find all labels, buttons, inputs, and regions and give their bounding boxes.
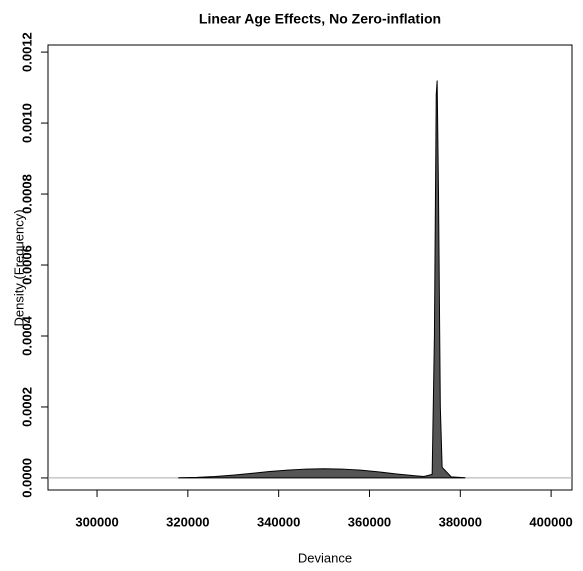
y-tick-label: 0.0000: [19, 458, 34, 498]
x-axis-label: Deviance: [298, 550, 352, 565]
y-axis-label: Density (Frequency): [11, 209, 26, 326]
density-area: [178, 80, 466, 479]
plot-frame: [47, 44, 573, 491]
y-tick-label: 0.0012: [19, 32, 34, 72]
y-tick-label: 0.0008: [19, 174, 34, 214]
y-tick-label: 0.0002: [19, 387, 34, 427]
y-tick-label: 0.0010: [19, 103, 34, 143]
y-tick-label: 0.0004: [19, 315, 34, 356]
x-tick-label: 340000: [257, 514, 300, 529]
y-tick-label: 0.0006: [19, 245, 34, 285]
x-tick-label: 380000: [439, 514, 482, 529]
chart-title: Linear Age Effects, No Zero-inflation: [199, 11, 441, 27]
x-tick-label: 360000: [348, 514, 391, 529]
x-tick-label: 400000: [529, 514, 572, 529]
x-tick-label: 300000: [75, 514, 118, 529]
x-tick-label: 320000: [166, 514, 209, 529]
